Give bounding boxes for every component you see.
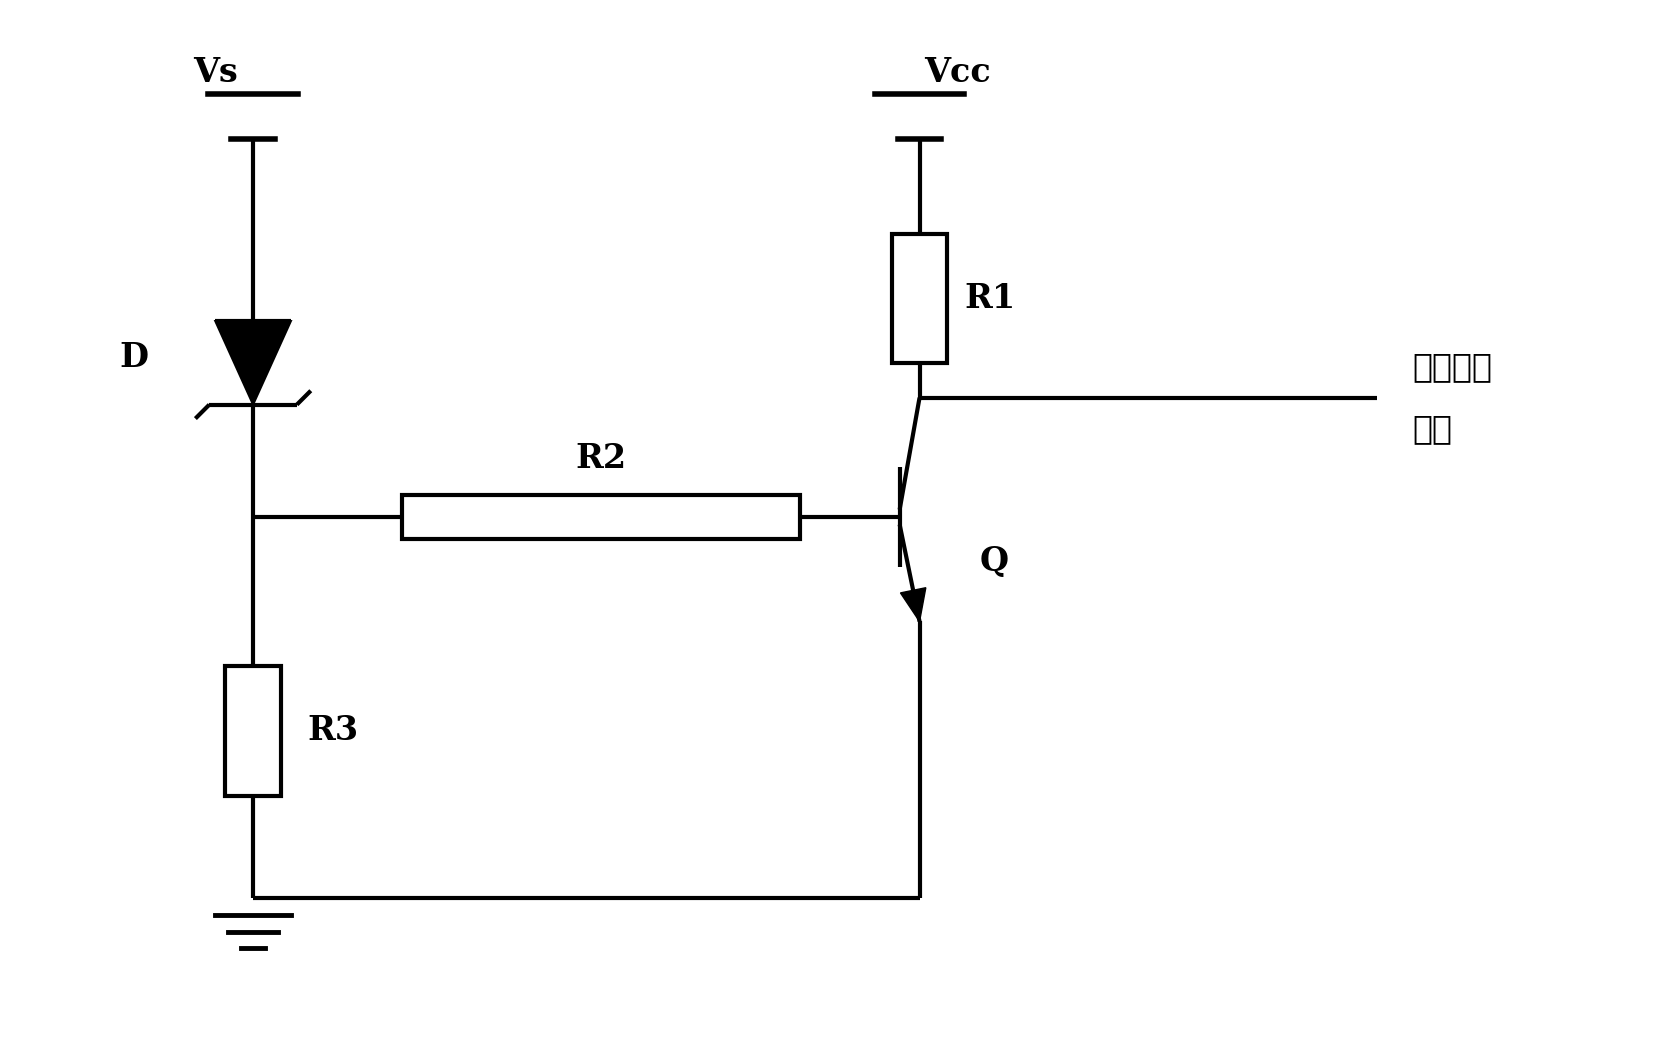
Text: Vcc: Vcc <box>924 57 991 89</box>
Text: Q: Q <box>979 545 1007 579</box>
Text: 电压监控: 电压监控 <box>1411 349 1491 383</box>
Text: R2: R2 <box>575 442 627 476</box>
Text: R1: R1 <box>964 282 1016 315</box>
Polygon shape <box>901 588 926 622</box>
Text: 信号: 信号 <box>1411 412 1451 446</box>
Bar <box>892 234 947 363</box>
Text: R3: R3 <box>309 714 359 747</box>
Polygon shape <box>215 321 290 405</box>
Text: D: D <box>120 342 148 375</box>
Text: Vs: Vs <box>193 57 239 89</box>
Bar <box>225 666 280 795</box>
Bar <box>402 495 801 539</box>
